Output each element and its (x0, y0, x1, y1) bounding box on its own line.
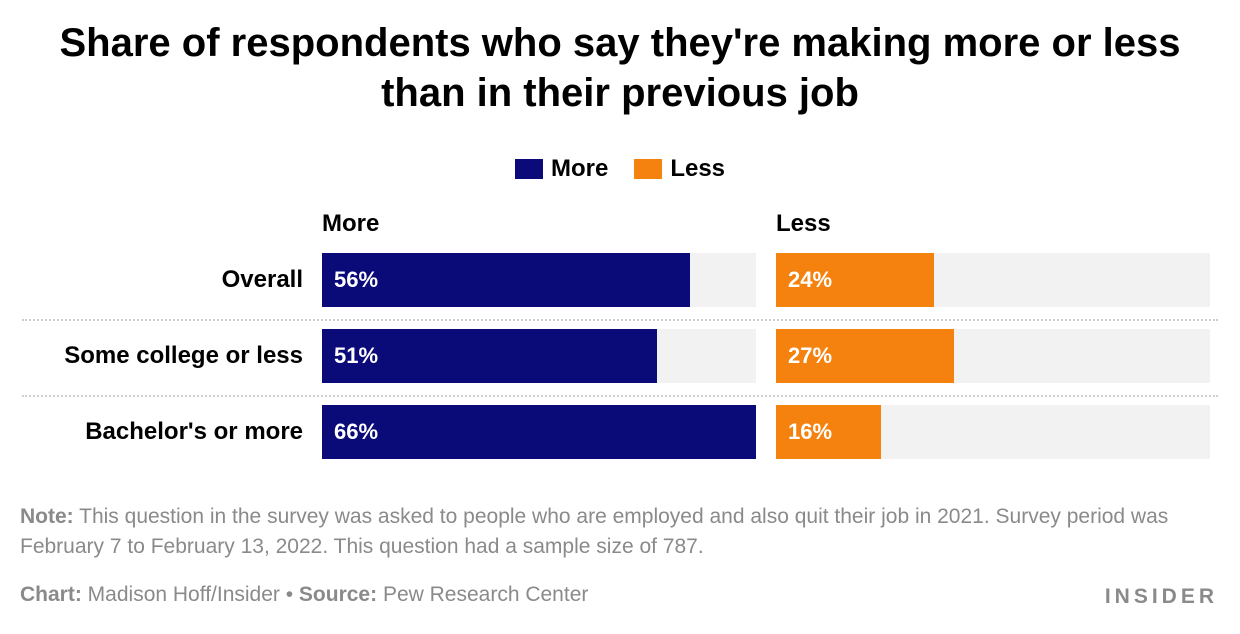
bar-value-label: 24% (788, 267, 833, 292)
legend-swatch-more (514, 159, 543, 179)
bar-less (776, 253, 934, 307)
row-divider (22, 395, 1218, 397)
credits-separator: • (279, 583, 299, 606)
bar-less (776, 405, 882, 459)
credits-source-text: Pew Research Center (377, 583, 589, 606)
bar-value-label: 27% (788, 343, 833, 368)
bar-value-label: 51% (334, 343, 379, 368)
legend-item-more: More (514, 155, 609, 183)
credits-chart-label: Chart: (20, 583, 82, 606)
chart-credits: Chart: Madison Hoff/Insider • Source: Pe… (20, 583, 588, 607)
legend-label-more: More (550, 155, 609, 182)
bar-more (322, 329, 658, 383)
legend-swatch-less (634, 159, 663, 179)
legend-item-less: Less (634, 155, 725, 183)
panel-header-more: More (322, 210, 380, 237)
credits-source-label: Source: (298, 583, 378, 606)
bar-track-less: 24% (776, 253, 1210, 307)
note-label: Note: (20, 505, 74, 528)
bar-value-label: 56% (334, 267, 379, 292)
legend: More Less (0, 155, 1240, 183)
bar-track-more: 51% (322, 329, 756, 383)
row-divider (22, 319, 1218, 321)
chart-note: Note: This question in the survey was as… (20, 502, 1220, 562)
category-label: Some college or less (64, 342, 303, 369)
bar-less (776, 329, 954, 383)
bar-track-less: 16% (776, 405, 1210, 459)
note-text: This question in the survey was asked to… (20, 505, 1169, 558)
chart-title: Share of respondents who say they're mak… (59, 21, 1181, 115)
bar-more (322, 253, 691, 307)
panel-header-less: Less (776, 210, 831, 237)
bar-track-less: 27% (776, 329, 1210, 383)
credits-chart-text: Madison Hoff/Insider (81, 583, 280, 606)
category-label: Overall (221, 266, 303, 293)
legend-label-less: Less (670, 155, 726, 182)
bar-track-more: 56% (322, 253, 756, 307)
bar-value-label: 66% (334, 419, 379, 444)
bar-more (322, 405, 756, 459)
bar-track-more: 66% (322, 405, 756, 459)
bar-value-label: 16% (788, 419, 833, 444)
insider-logo: INSIDER (1104, 585, 1218, 608)
category-label: Bachelor's or more (85, 418, 303, 445)
